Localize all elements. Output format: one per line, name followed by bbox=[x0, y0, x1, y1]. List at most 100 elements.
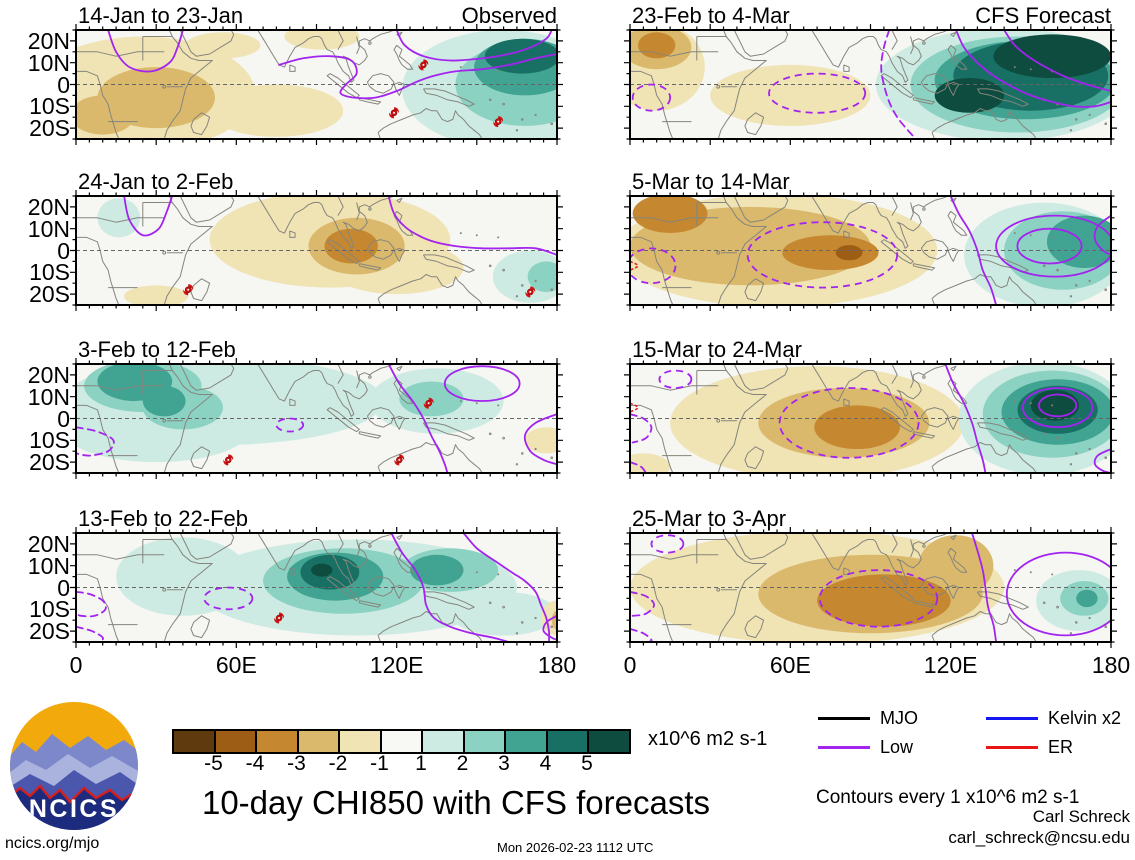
legend-item-er: ER bbox=[986, 737, 1135, 758]
map-plot-area bbox=[624, 24, 1117, 145]
panel-date-range: 14-Jan to 23-Jan bbox=[78, 3, 244, 28]
colorbar-tick-label: -3 bbox=[287, 752, 306, 775]
lon-tick-label: 0 bbox=[69, 652, 83, 678]
map-plot-area bbox=[70, 358, 563, 479]
legend-line bbox=[818, 717, 870, 720]
wave-legend: MJO Low Kelvin x2 ER bbox=[818, 704, 1135, 762]
colorbar bbox=[172, 729, 631, 754]
colorbar-cell bbox=[174, 731, 214, 752]
lat-tick-label: 20S bbox=[29, 281, 70, 308]
legend-label: ER bbox=[1048, 737, 1074, 757]
panel-fcst-1: 23-Feb to 4-Mar CFS Forecast bbox=[624, 3, 1117, 145]
author-name: Carl Schreck bbox=[1032, 807, 1130, 826]
panel-date-range: 5-Mar to 14-Mar bbox=[632, 169, 790, 194]
colorbar-tick-label: -5 bbox=[204, 752, 223, 775]
panel-date-range: 24-Jan to 2-Feb bbox=[78, 169, 234, 194]
lat-tick-label: 0 bbox=[57, 71, 70, 98]
lat-tick-label: 20S bbox=[29, 618, 70, 645]
lat-tick-label: 20S bbox=[29, 449, 70, 476]
map-svg bbox=[70, 190, 563, 311]
map-svg bbox=[70, 24, 563, 145]
colorbar-cell bbox=[296, 731, 338, 752]
panel-obs-4: 13-Feb to 22-Feb bbox=[70, 506, 563, 648]
lat-tick-label: 10N bbox=[27, 383, 70, 410]
panel-date-range: 15-Mar to 24-Mar bbox=[632, 337, 802, 362]
lat-tick-label: 10N bbox=[27, 215, 70, 242]
legend-item-low: Low bbox=[818, 737, 986, 758]
panel-date-range: 23-Feb to 4-Mar bbox=[632, 3, 790, 28]
legend-line bbox=[986, 746, 1038, 749]
panel-fcst-4: 25-Mar to 3-Apr bbox=[624, 506, 1117, 648]
legend-item-kelvin-x2: Kelvin x2 bbox=[986, 708, 1135, 729]
lat-tick-label: 10S bbox=[29, 93, 70, 120]
lat-tick-label: 0 bbox=[57, 237, 70, 264]
lat-tick-label: 10S bbox=[29, 596, 70, 623]
colorbar-cell bbox=[213, 731, 255, 752]
panel-source-tag: Observed bbox=[461, 3, 557, 28]
lat-tick-label: 10S bbox=[29, 259, 70, 286]
colorbar-cell bbox=[587, 731, 629, 752]
legend-label: MJO bbox=[880, 708, 918, 728]
lon-tick-label: 120E bbox=[923, 652, 978, 678]
panel-fcst-2: 5-Mar to 14-Mar bbox=[624, 169, 1117, 311]
colorbar-tick-label: -4 bbox=[245, 752, 265, 775]
lat-tick-label: 20S bbox=[29, 115, 70, 142]
panel-obs-1: 14-Jan to 23-Jan Observed bbox=[70, 3, 563, 145]
timestamp: Mon 2026-02-23 1112 UTC bbox=[497, 840, 654, 855]
colorbar-cell bbox=[462, 731, 504, 752]
ncics-logo-text: NCICS bbox=[29, 795, 119, 823]
lon-tick-label: 60E bbox=[215, 652, 257, 678]
lon-tick-label: 180 bbox=[537, 652, 577, 678]
colorbar-cell bbox=[379, 731, 421, 752]
colorbar-cell bbox=[338, 731, 380, 752]
panel-date-range: 25-Mar to 3-Apr bbox=[632, 506, 787, 531]
map-plot-area bbox=[624, 358, 1117, 479]
author-email: carl_schreck@ncsu.edu bbox=[948, 828, 1130, 847]
figure-title: 10-day CHI850 with CFS forecasts bbox=[201, 784, 711, 821]
colorbar-tick-label: 4 bbox=[539, 752, 552, 775]
map-plot-area bbox=[624, 190, 1117, 311]
panel-obs-2: 24-Jan to 2-Feb bbox=[70, 169, 563, 311]
lat-tick-label: 20N bbox=[27, 361, 70, 388]
map-svg bbox=[70, 527, 563, 648]
panel-obs-3: 3-Feb to 12-Feb bbox=[70, 337, 563, 479]
lat-tick-label: 10N bbox=[27, 49, 70, 76]
contour-interval-note: Contours every 1 x10^6 m2 s-1 bbox=[816, 787, 1080, 808]
colorbar-tick-label: 2 bbox=[456, 752, 469, 775]
lat-tick-label: 20N bbox=[27, 530, 70, 557]
map-svg bbox=[624, 24, 1117, 145]
map-svg bbox=[624, 190, 1117, 311]
lon-tick-label: 0 bbox=[623, 652, 637, 678]
lon-tick-label: 120E bbox=[369, 652, 424, 678]
lat-tick-label: 0 bbox=[57, 574, 70, 601]
colorbar-cell bbox=[545, 731, 587, 752]
legend-label: Kelvin x2 bbox=[1048, 708, 1122, 728]
map-svg bbox=[70, 358, 563, 479]
map-svg bbox=[624, 358, 1117, 479]
map-plot-area bbox=[70, 24, 563, 145]
ncics-logo: NCICS bbox=[8, 700, 140, 837]
colorbar-tick-label: 5 bbox=[581, 752, 593, 775]
map-plot-area bbox=[70, 527, 563, 648]
panel-date-range: 13-Feb to 22-Feb bbox=[78, 506, 248, 531]
map-plot-area bbox=[624, 527, 1117, 648]
map-plot-area bbox=[70, 190, 563, 311]
colorbar-cell bbox=[421, 731, 463, 752]
panel-date-range: 3-Feb to 12-Feb bbox=[78, 337, 236, 362]
colorbar-unit-label: x10^6 m2 s-1 bbox=[648, 728, 768, 750]
colorbar-tick-label: 1 bbox=[415, 752, 427, 775]
legend-label: Low bbox=[880, 737, 914, 757]
colorbar-tick-label: 3 bbox=[498, 752, 510, 775]
lat-tick-label: 20N bbox=[27, 193, 70, 220]
lat-tick-label: 10S bbox=[29, 427, 70, 454]
lat-tick-label: 10N bbox=[27, 552, 70, 579]
lat-tick-label: 20N bbox=[27, 27, 70, 54]
lon-tick-label: 60E bbox=[769, 652, 811, 678]
lon-tick-label: 180 bbox=[1091, 652, 1131, 678]
colorbar-cell bbox=[504, 731, 546, 752]
lat-tick-label: 0 bbox=[57, 405, 70, 432]
colorbar-tick-label: -1 bbox=[370, 752, 389, 775]
panel-source-tag: CFS Forecast bbox=[975, 3, 1111, 28]
legend-item-mjo: MJO bbox=[818, 708, 986, 729]
